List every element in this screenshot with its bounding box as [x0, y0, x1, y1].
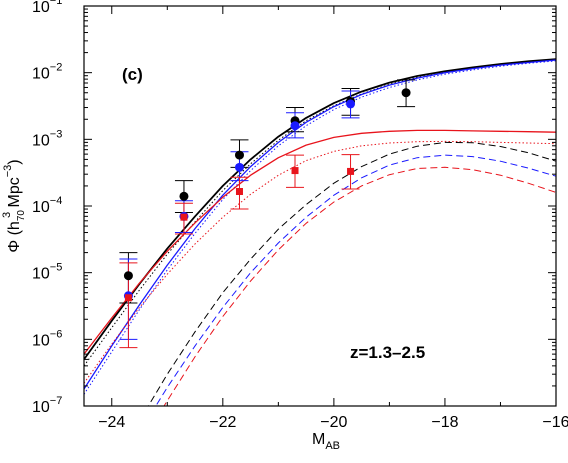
x-tick-label: −22 [209, 414, 236, 431]
axes: −24 −22 −20 −18 −16 10−7 10−6 10−5 10−4 10−3 10−2 1… [32, 0, 568, 431]
y-tick-label: 10−7 [32, 395, 62, 416]
red-square-point-3 [291, 167, 299, 175]
y-tick-label: 10−5 [32, 262, 62, 283]
black-circle-point-5 [401, 88, 411, 98]
x-tick-label: −24 [98, 414, 125, 431]
curve-dashed-7 [155, 154, 556, 406]
data-markers [123, 88, 411, 302]
y-tick-label: 10−2 [32, 62, 62, 83]
red-square-point-4 [347, 167, 355, 175]
plot-frame [83, 5, 557, 407]
black-circle-point-1 [179, 191, 189, 201]
x-tick-label: −16 [542, 414, 568, 431]
curve-solid-4 [84, 129, 556, 355]
blue-circle-point-4 [346, 99, 356, 109]
y-tick-label: 10−6 [32, 328, 62, 349]
panel-label: (c) [122, 65, 143, 84]
curve-solid-2 [84, 59, 556, 390]
black-circle-point-2 [234, 150, 244, 160]
blue-circle-point-3 [290, 121, 300, 131]
red-square-point-0 [124, 294, 132, 302]
blue-circle-point-2 [234, 162, 244, 172]
red-square-point-2 [235, 188, 243, 196]
curve-dotted-1 [84, 59, 556, 367]
y-tick-label: 10−3 [32, 128, 62, 149]
x-axis-label: MAB [312, 431, 340, 452]
y-axis-label: Φ (h703 Mpc−3) [1, 159, 27, 252]
x-tick-label: −20 [320, 414, 347, 431]
y-tick-label: 10−4 [32, 195, 62, 216]
y-tick-label: 10−1 [32, 0, 62, 16]
curve-dashed-8 [163, 166, 556, 406]
curve-dotted-3 [84, 60, 556, 395]
redshift-annotation: z=1.3–2.5 [350, 343, 425, 362]
red-square-point-1 [180, 213, 188, 221]
x-tick-label: −18 [431, 414, 458, 431]
curve-solid-0 [84, 58, 556, 360]
black-circle-point-0 [123, 271, 133, 281]
curve-dotted-5 [84, 140, 556, 384]
